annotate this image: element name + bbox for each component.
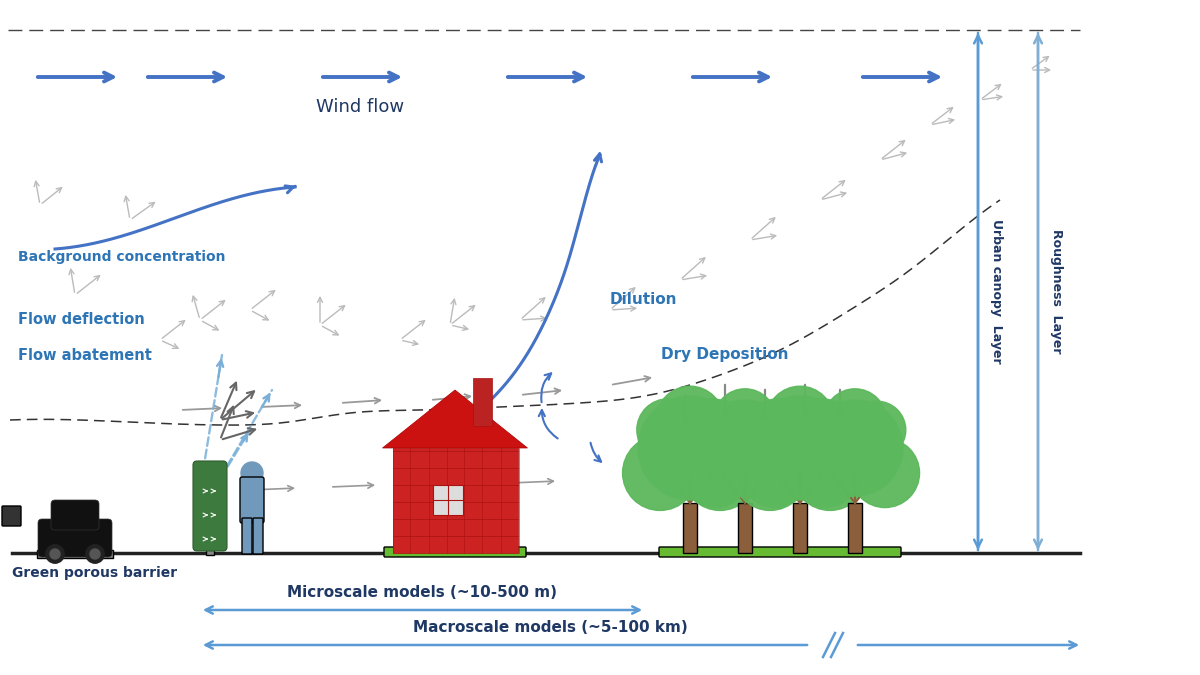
Circle shape (714, 389, 776, 451)
Circle shape (656, 386, 724, 454)
FancyBboxPatch shape (473, 378, 492, 426)
Circle shape (46, 545, 65, 563)
FancyBboxPatch shape (193, 461, 227, 551)
Circle shape (680, 439, 750, 508)
FancyBboxPatch shape (392, 448, 517, 553)
FancyBboxPatch shape (253, 518, 263, 554)
Circle shape (90, 549, 100, 559)
FancyBboxPatch shape (206, 545, 214, 555)
Text: Wind flow: Wind flow (316, 98, 404, 116)
Text: Urban canopy  Layer: Urban canopy Layer (990, 219, 1003, 364)
Circle shape (792, 435, 868, 510)
Circle shape (697, 400, 793, 496)
FancyBboxPatch shape (242, 518, 252, 554)
Circle shape (638, 396, 742, 500)
Circle shape (767, 386, 834, 454)
Text: Dry Deposition: Dry Deposition (661, 348, 788, 362)
FancyBboxPatch shape (38, 519, 112, 557)
Text: Microscale models (~10-500 m): Microscale models (~10-500 m) (288, 585, 558, 600)
Circle shape (740, 439, 810, 508)
FancyBboxPatch shape (240, 477, 264, 523)
FancyBboxPatch shape (848, 503, 862, 553)
FancyBboxPatch shape (433, 485, 463, 515)
Circle shape (680, 399, 743, 461)
FancyBboxPatch shape (793, 503, 808, 553)
Circle shape (50, 549, 60, 559)
Circle shape (824, 389, 887, 451)
Text: Background concentration: Background concentration (18, 250, 226, 264)
Circle shape (637, 399, 700, 461)
Circle shape (241, 462, 263, 484)
FancyBboxPatch shape (683, 503, 697, 553)
Circle shape (732, 435, 808, 510)
Circle shape (791, 439, 859, 508)
Polygon shape (383, 390, 528, 448)
Text: Roughness  Layer: Roughness Layer (1050, 230, 1063, 354)
FancyBboxPatch shape (384, 547, 526, 557)
Circle shape (808, 400, 904, 496)
FancyBboxPatch shape (50, 500, 98, 530)
Circle shape (695, 401, 751, 459)
Circle shape (623, 435, 697, 510)
Circle shape (791, 399, 853, 461)
FancyBboxPatch shape (659, 547, 901, 557)
Circle shape (748, 396, 852, 500)
Circle shape (738, 401, 796, 459)
Circle shape (851, 439, 919, 508)
Text: Dilution: Dilution (610, 292, 678, 308)
FancyBboxPatch shape (738, 503, 752, 553)
Circle shape (804, 401, 862, 459)
FancyBboxPatch shape (37, 550, 113, 558)
Circle shape (86, 545, 104, 563)
Circle shape (683, 435, 757, 510)
Text: Flow abatement: Flow abatement (18, 348, 152, 362)
Text: Flow deflection: Flow deflection (18, 313, 145, 327)
Text: Green porous barrier: Green porous barrier (12, 566, 178, 580)
Circle shape (848, 401, 906, 459)
Text: Macroscale models (~5-100 km): Macroscale models (~5-100 km) (413, 620, 688, 635)
FancyBboxPatch shape (2, 506, 22, 526)
Circle shape (746, 399, 809, 461)
